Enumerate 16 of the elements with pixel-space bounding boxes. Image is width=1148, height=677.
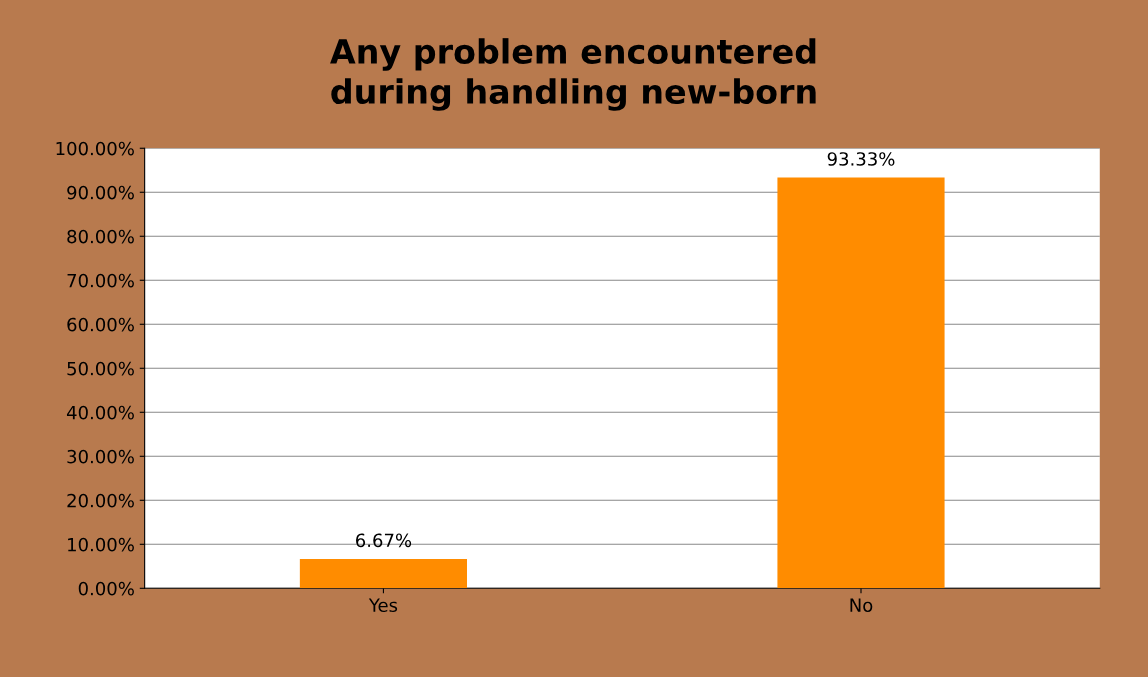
data-label: 6.67% <box>356 533 412 548</box>
y-tick-label: 50.00% <box>67 361 134 376</box>
y-tick-label: 100.00% <box>56 141 134 156</box>
data-label: 93.33% <box>827 152 895 166</box>
y-tick-label: 60.00% <box>67 317 134 332</box>
y-tick-label: 30.00% <box>67 449 134 464</box>
y-tick-label: 80.00% <box>67 229 134 244</box>
y-tick-label: 40.00% <box>66 405 134 420</box>
x-tick-label: No <box>850 598 873 613</box>
y-tick-label: 20.00% <box>67 493 134 508</box>
x-tick-label: Yes <box>368 598 398 613</box>
y-tick-label: 70.00% <box>67 273 134 288</box>
chart-title: Any problem encountered during handling new-born <box>330 38 816 111</box>
y-tick-label: 90.00% <box>67 185 134 200</box>
y-tick-label: 0.00% <box>78 581 134 596</box>
y-tick-label: 10.00% <box>68 537 134 552</box>
